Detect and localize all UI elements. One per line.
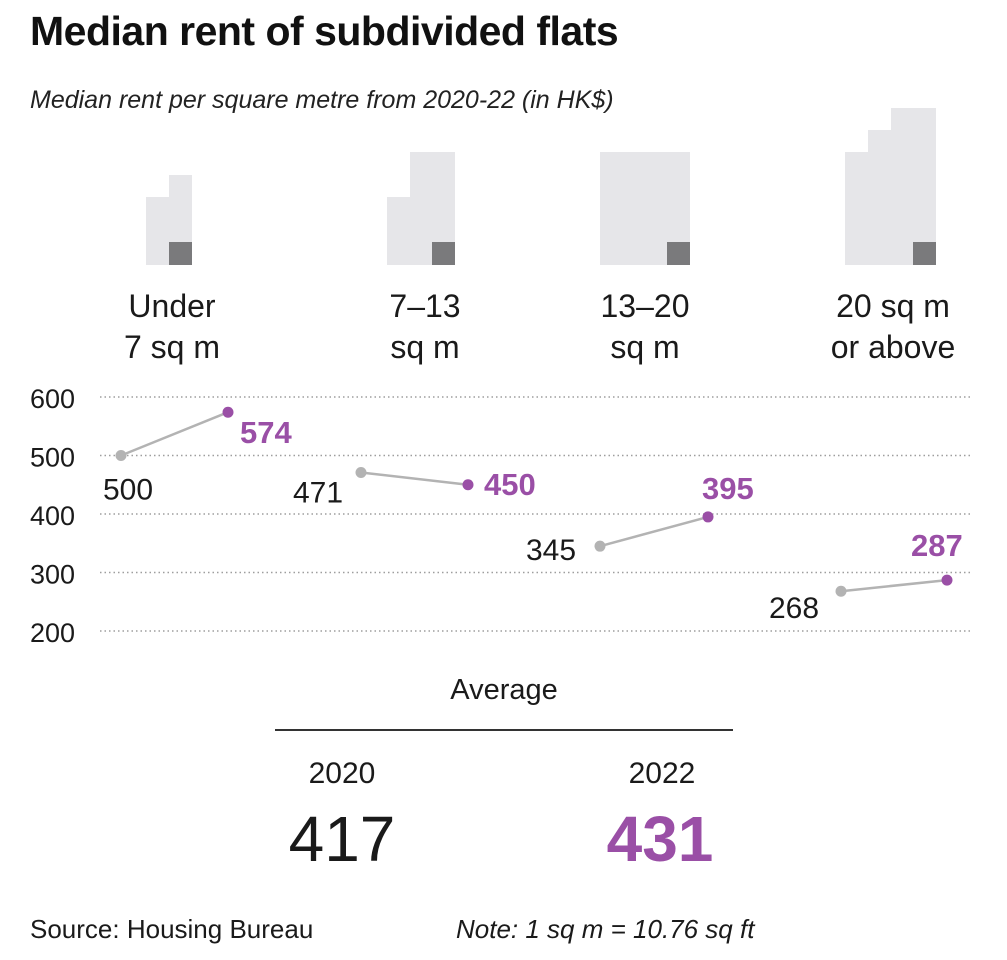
category-label-7-13: 7–13 sq m xyxy=(389,288,461,365)
average-value-2020: 417 xyxy=(288,803,396,875)
slope-line-2 xyxy=(360,471,469,486)
data-label-2022-2: 450 xyxy=(484,467,536,502)
y-tick-label-200: 200 xyxy=(30,618,75,648)
floorplan-icon-under-7 xyxy=(146,175,192,265)
y-tick-label-300: 300 xyxy=(30,560,75,590)
data-label-2020-3: 345 xyxy=(526,534,576,567)
average-divider xyxy=(275,729,733,731)
category-label-13-20: 13–20 sq m xyxy=(600,288,690,365)
point-2020-2 xyxy=(355,466,367,478)
point-2020-4 xyxy=(835,585,847,597)
average-value-2022: 431 xyxy=(606,803,714,875)
source-note: Source: Housing Bureau xyxy=(30,914,314,944)
data-label-2022-4: 287 xyxy=(911,528,963,563)
average-label: Average xyxy=(450,674,558,706)
data-label-2020-4: 268 xyxy=(769,592,819,625)
slope-line-3 xyxy=(599,515,709,548)
conversion-note: Note: 1 sq m = 10.76 sq ft xyxy=(456,914,755,944)
y-tick-label-500: 500 xyxy=(30,443,75,473)
point-2022-2 xyxy=(462,479,474,491)
chart-title: Median rent of subdivided flats xyxy=(30,8,619,54)
floorplan-icon-20-above xyxy=(845,108,936,265)
floorplan-icon-13-20 xyxy=(600,152,690,265)
average-year-2020: 2020 xyxy=(308,757,376,790)
slope-line-4 xyxy=(840,578,948,593)
y-tick-label-600: 600 xyxy=(30,384,75,414)
data-label-2022-1: 574 xyxy=(240,415,292,450)
average-year-2022: 2022 xyxy=(628,757,696,790)
floorplan-icon-7-13 xyxy=(387,152,455,265)
data-label-2022-3: 395 xyxy=(702,471,754,506)
point-2020-3 xyxy=(594,540,606,552)
data-label-2020-1: 500 xyxy=(103,474,153,507)
slope-line-1 xyxy=(120,411,229,457)
point-2022-3 xyxy=(702,511,714,523)
category-label-under-7: Under 7 sq m xyxy=(123,288,221,365)
category-label-20-above: 20 sq m or above xyxy=(830,288,956,365)
y-tick-label-400: 400 xyxy=(30,501,75,531)
point-2022-1 xyxy=(222,406,234,418)
floorplan-icons xyxy=(146,108,936,265)
point-2020-1 xyxy=(115,450,127,461)
data-label-2020-2: 471 xyxy=(293,476,343,509)
chart-subtitle: Median rent per square metre from 2020-2… xyxy=(30,86,614,114)
point-2022-4 xyxy=(941,574,953,586)
